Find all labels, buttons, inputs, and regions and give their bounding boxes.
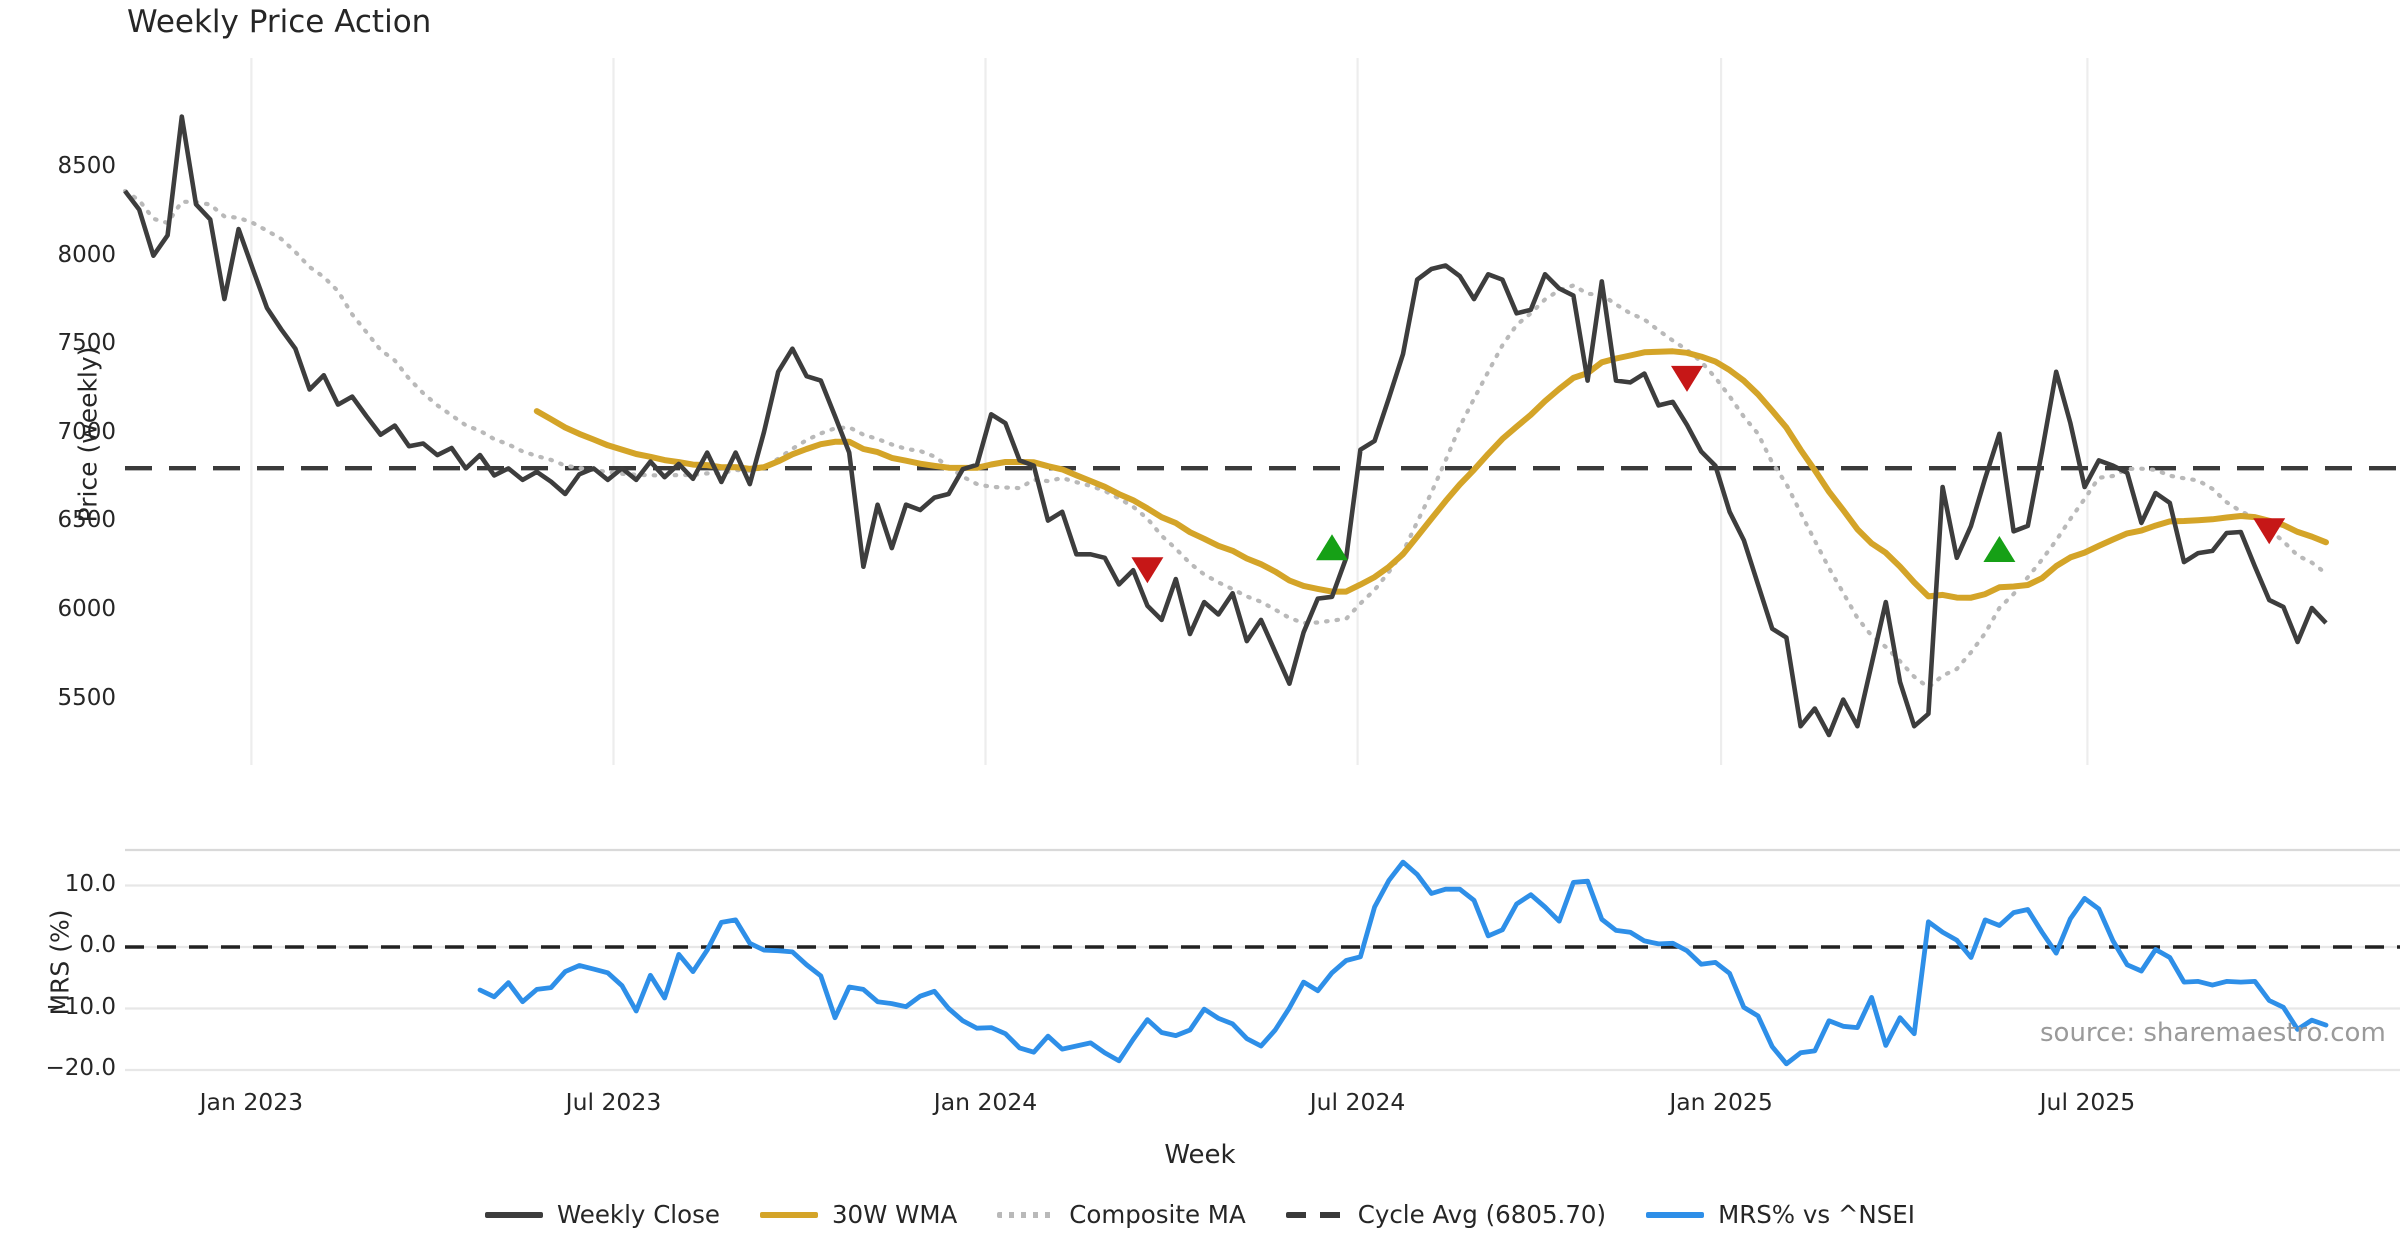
price-tick-label: 8000 xyxy=(57,241,116,268)
mrs-line xyxy=(125,859,2400,1067)
legend-swatch-solid xyxy=(1646,1211,1705,1218)
mrs-tick-label: −20.0 xyxy=(45,1055,116,1081)
legend-swatch-solid xyxy=(484,1211,543,1218)
signal-markers xyxy=(1131,365,2286,584)
legend-label: 30W WMA xyxy=(831,1200,958,1229)
legend-label: Weekly Close xyxy=(556,1200,720,1229)
legend-swatch-dotted xyxy=(997,1211,1056,1218)
sell-marker xyxy=(1671,365,1703,392)
mrs-tick-label: 10.0 xyxy=(64,870,116,897)
price-tick-label: 7500 xyxy=(57,330,116,357)
mrs-tick-label: 0.0 xyxy=(79,932,116,958)
sell-marker xyxy=(1131,557,1164,584)
legend-item: Weekly Close xyxy=(484,1200,720,1229)
x-axis-label: Week xyxy=(1164,1140,1236,1170)
legend-item: 30W WMA xyxy=(759,1200,958,1229)
legend-item: Cycle Avg (6805.70) xyxy=(1285,1200,1607,1229)
source-note: source: sharemaestro.com xyxy=(2040,1018,2386,1048)
x-tick-label: Jul 2023 xyxy=(565,1088,662,1116)
price-tick-label: 7000 xyxy=(57,418,116,445)
price-tick-label: 8500 xyxy=(57,153,116,179)
legend-swatch-solid xyxy=(759,1211,818,1218)
price-tick-label: 6000 xyxy=(57,596,116,622)
legend-label: Composite MA xyxy=(1069,1200,1246,1229)
wma-line xyxy=(533,348,2329,601)
x-tick-label: Jan 2025 xyxy=(1669,1088,1773,1116)
legend: Weekly Close 30W WMA Composite MA Cycle Avg… xyxy=(0,1200,2400,1229)
legend-swatch-dashed xyxy=(1285,1211,1344,1218)
composite-ma-line xyxy=(122,188,2329,691)
x-tick-label: Jan 2023 xyxy=(199,1088,304,1116)
buy-marker xyxy=(1983,535,2016,562)
weekly-close-line xyxy=(123,114,2328,738)
x-tick-label: Jul 2024 xyxy=(1309,1088,1406,1116)
legend-item: MRS% vs ^NSEI xyxy=(1646,1200,1915,1229)
x-tick-label: Jan 2024 xyxy=(933,1088,1038,1116)
legend-item: Composite MA xyxy=(997,1200,1246,1229)
price-tick-label: 6500 xyxy=(57,507,116,534)
legend-label: Cycle Avg (6805.70) xyxy=(1357,1200,1607,1229)
buy-marker xyxy=(1316,534,1348,561)
sell-marker xyxy=(2253,518,2286,545)
price-tick-label: 5500 xyxy=(57,684,116,711)
mrs-tick-label: −10.0 xyxy=(45,993,116,1020)
legend-label: MRS% vs ^NSEI xyxy=(1718,1200,1916,1229)
x-tick-label: Jul 2025 xyxy=(2039,1088,2136,1116)
page-title: Weekly Price Action xyxy=(127,4,432,40)
